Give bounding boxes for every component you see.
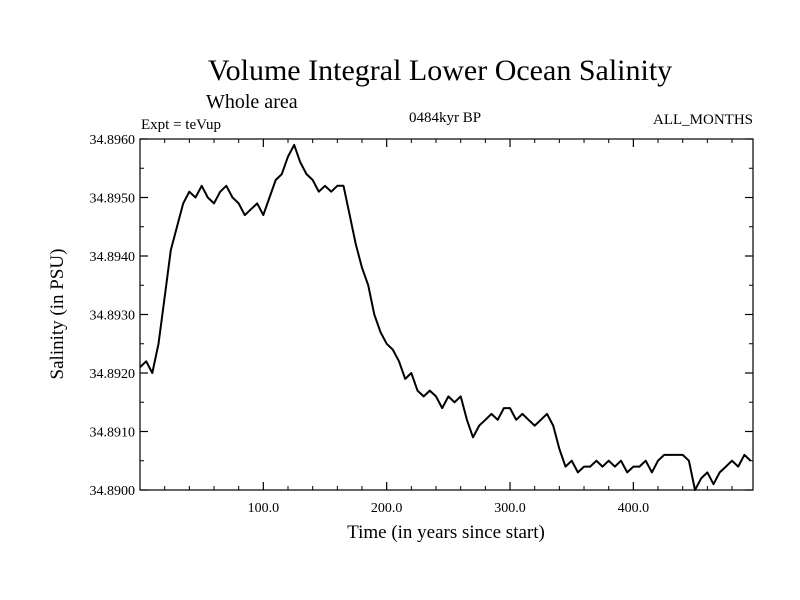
x-axis-ticks: 100.0 200.0 300.0 400.0: [164, 139, 733, 516]
chart-subtitle: Whole area: [206, 91, 298, 113]
y-tick-label: 34.8960: [90, 133, 136, 148]
x-tick-label: 200.0: [371, 501, 403, 516]
chart-title: Volume Integral Lower Ocean Salinity: [208, 54, 672, 87]
y-tick-label: 34.8930: [90, 309, 136, 324]
y-tick-label: 34.8920: [90, 367, 136, 382]
x-tick-label: 100.0: [248, 501, 280, 516]
months-label: ALL_MONTHS: [653, 112, 753, 128]
plot-frame: [139, 138, 754, 491]
y-tick-label: 34.8940: [90, 250, 136, 265]
x-tick-label: 300.0: [494, 501, 526, 516]
period-label: 0484kyr BP: [409, 110, 481, 126]
y-tick-label: 34.8950: [90, 192, 136, 207]
y-axis-ticks: 34.8900 34.8910 34.8920 34.8930 34.8940 34.89…: [90, 133, 753, 499]
y-tick-label: 34.8910: [90, 426, 136, 441]
x-axis-label: Time (in years since start): [347, 522, 545, 543]
x-tick-label: 400.0: [618, 501, 650, 516]
y-axis-label: Salinity (in PSU): [47, 249, 68, 380]
y-tick-label: 34.8900: [90, 484, 136, 499]
experiment-label: Expt = teVup: [141, 117, 221, 133]
salinity-series-line: [139, 143, 752, 491]
